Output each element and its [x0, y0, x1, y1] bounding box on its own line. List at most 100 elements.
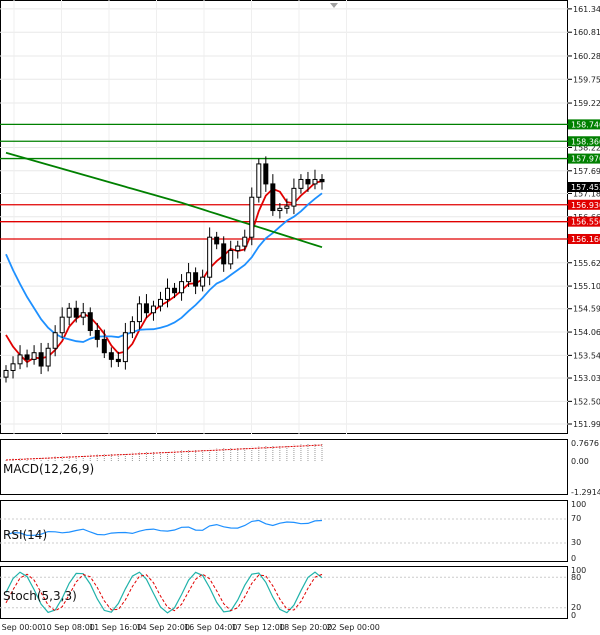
price-tick-label: 157.695 [573, 167, 600, 176]
bearish-candle [108, 352, 114, 360]
medium-ma-line [5, 192, 323, 343]
stochastic-lines [0, 571, 568, 614]
rsi-tick: 0 [571, 554, 576, 563]
bullish-candle [136, 303, 142, 323]
moving-averages [5, 151, 323, 364]
time-tick-label: 18 Sep 20:00 [279, 623, 332, 632]
price-tick-label: 153.030 [573, 374, 600, 383]
bullish-candle [256, 163, 262, 198]
bearish-candle [221, 243, 227, 265]
macd-tick: 0.7676 [571, 439, 599, 448]
macd-tick: -1.2914 [571, 488, 600, 497]
current-price-box [568, 182, 600, 192]
price-tick-label: 160.280 [573, 52, 600, 61]
support-level-label-box [568, 199, 600, 210]
bullish-candle [207, 236, 213, 278]
support-level-label-box [568, 216, 600, 227]
price-tick-label: 158.220 [573, 143, 600, 152]
bearish-candle [115, 358, 121, 363]
price-tick-label: 159.220 [573, 99, 600, 108]
bearish-candle [87, 312, 93, 331]
macd-signal-line [5, 444, 323, 461]
bullish-candle [242, 236, 248, 247]
rsi-panel-frame [0, 500, 568, 562]
bullish-candle [157, 298, 163, 307]
bullish-candle [150, 305, 156, 314]
rsi-tick: 100 [571, 500, 586, 509]
price-tick-label: 151.995 [573, 420, 600, 429]
stoch-tick: 20 [571, 603, 581, 612]
price-tick-label: 160.815 [573, 28, 600, 37]
candlesticks [3, 156, 325, 383]
price-tick-label: 154.590 [573, 305, 600, 314]
bullish-candle [235, 245, 241, 252]
bullish-candle [228, 250, 234, 265]
slow-ma-line [5, 151, 323, 249]
bearish-candle [214, 236, 220, 245]
rsi-series-line [5, 519, 323, 537]
time-tick-label: 17 Sep 12:00 [232, 623, 285, 632]
support-level-label: 156.550 [571, 218, 600, 227]
price-tick-label: 157.185 [573, 189, 600, 198]
bullish-candle [66, 307, 72, 318]
bullish-candle [179, 281, 185, 294]
bullish-candle [291, 187, 297, 207]
resistance-level-label: 158.740 [571, 120, 600, 129]
support-level-label-box [568, 233, 600, 244]
bullish-candle [200, 276, 206, 287]
stoch-k-line [5, 571, 323, 614]
macd-panel-frame [0, 439, 568, 495]
bullish-candle [284, 205, 290, 209]
bearish-candle [73, 307, 79, 318]
bullish-candle [17, 354, 23, 365]
price-tick-label: 155.625 [573, 259, 600, 268]
bullish-candle [249, 196, 255, 238]
resistance-level-label-box [568, 136, 600, 147]
stoch-tick: 100 [571, 566, 586, 575]
bearish-candle [193, 272, 199, 287]
price-tick-label: 159.755 [573, 75, 600, 84]
time-tick-label: 16 Sep 04:00 [184, 623, 237, 632]
bullish-candle [52, 332, 58, 349]
stoch-tick: 0 [571, 611, 576, 620]
resistance-level-label: 158.360 [571, 137, 600, 146]
bullish-candle [165, 287, 171, 300]
bearish-candle [263, 163, 269, 185]
stoch-tick: 80 [571, 573, 581, 582]
price-tick-label: 154.065 [573, 328, 600, 337]
shift-marker-icon[interactable] [330, 3, 338, 8]
support-level-label: 156.160 [571, 235, 600, 244]
bullish-candle [277, 207, 283, 212]
support-resistance-lines [0, 123, 568, 240]
bullish-candle [45, 347, 51, 367]
resistance-level-label-box [568, 119, 600, 130]
bullish-candle [31, 352, 37, 360]
bearish-candle [319, 178, 325, 183]
bearish-candle [101, 338, 107, 354]
bullish-candle [122, 332, 128, 363]
stoch-title: Stoch(5,3,3) [3, 589, 77, 603]
time-tick-label: 11 Sep 16:00 [89, 623, 142, 632]
time-tick-label: 9 Sep 00:00 [0, 623, 42, 632]
price-tick-label: 161.340 [573, 5, 600, 14]
stoch-panel-frame [0, 566, 568, 619]
bearish-candle [270, 183, 276, 212]
resistance-level-label: 157.970 [571, 155, 600, 164]
bearish-candle [143, 303, 149, 314]
rsi-tick: 70 [571, 514, 581, 523]
time-tick-label: 10 Sep 08:00 [42, 623, 95, 632]
time-tick-label: 14 Sep 20:00 [137, 623, 190, 632]
rsi-line [0, 518, 568, 544]
bullish-candle [312, 178, 318, 185]
rsi-title: RSI(14) [3, 528, 47, 542]
bullish-candle [3, 369, 9, 378]
gridlines [0, 0, 568, 434]
bearish-candle [24, 354, 30, 360]
price-axis: 161.340 160.815 160.280 159.755 159.220 158.2… [568, 5, 600, 429]
bearish-candle [305, 178, 311, 185]
macd-title: MACD(12,26,9) [3, 462, 94, 476]
price-tick-label: 153.540 [573, 351, 600, 360]
support-level-label: 156.930 [571, 201, 600, 210]
